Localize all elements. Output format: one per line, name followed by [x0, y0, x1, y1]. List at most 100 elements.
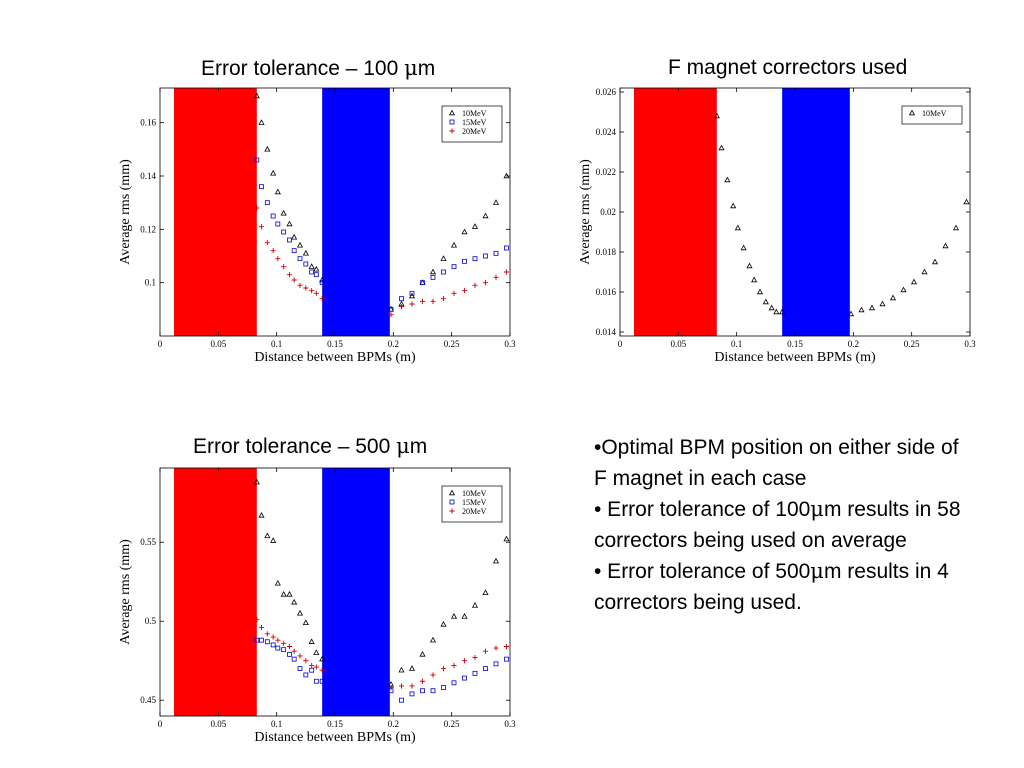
data-point-10MeV	[280, 590, 287, 597]
x-tick-label: 0.2	[388, 719, 399, 729]
data-point-10MeV	[471, 223, 479, 229]
data-point-15MeV	[483, 253, 488, 259]
data-point-15MeV	[287, 237, 292, 243]
data-point-10MeV	[768, 304, 775, 311]
data-point-20MeV	[313, 664, 319, 670]
y-tick-label: 0.55	[140, 537, 156, 547]
y-tick-label: 0.026	[596, 87, 617, 97]
data-point-15MeV	[420, 280, 425, 286]
data-point-15MeV	[430, 274, 436, 280]
data-point-10MeV	[751, 276, 758, 283]
x-tick-label: 0	[618, 339, 623, 349]
y-tick-label: 0.014	[596, 327, 617, 337]
data-point-10MeV	[398, 666, 405, 673]
legend-marker-15MeV	[449, 119, 455, 125]
data-point-10MeV	[258, 511, 265, 518]
data-point-20MeV	[258, 624, 265, 631]
data-point-15MeV	[472, 256, 478, 262]
data-point-10MeV	[450, 613, 458, 619]
data-point-20MeV	[398, 683, 405, 689]
red-band	[174, 468, 257, 716]
data-point-15MeV	[287, 651, 292, 657]
y-axis-label: Average rms (mm)	[118, 539, 133, 645]
data-point-10MeV	[773, 308, 780, 315]
data-point-20MeV	[482, 648, 489, 654]
data-point-10MeV	[910, 278, 918, 285]
data-point-20MeV	[297, 653, 303, 659]
x-tick-label: 0.25	[444, 719, 460, 729]
data-point-15MeV	[270, 213, 276, 219]
x-tick-label: 0.2	[848, 339, 859, 349]
legend-marker-10MeV	[448, 109, 456, 116]
data-point-15MeV	[441, 269, 446, 275]
data-point-10MeV	[264, 145, 271, 152]
data-point-20MeV	[440, 296, 447, 302]
y-tick-label: 0.14	[140, 171, 156, 181]
data-point-20MeV	[254, 205, 260, 211]
x-tick-label: 0.25	[444, 339, 460, 349]
data-point-15MeV	[462, 258, 467, 264]
data-point-10MeV	[286, 590, 293, 597]
x-tick-label: 0.15	[327, 719, 343, 729]
legend-label-10MeV: 10MeV	[462, 489, 487, 498]
data-point-10MeV	[429, 268, 437, 275]
y-tick-label: 0.1	[145, 278, 156, 288]
blue-band	[322, 468, 390, 716]
data-point-15MeV	[399, 697, 404, 703]
data-point-10MeV	[713, 112, 720, 119]
data-point-10MeV	[270, 537, 277, 543]
y-axis-label: Average rms (mm)	[578, 159, 593, 265]
data-point-15MeV	[254, 637, 260, 643]
data-point-10MeV	[724, 176, 731, 183]
data-point-10MeV	[286, 220, 293, 227]
data-point-10MeV	[253, 92, 260, 99]
data-point-10MeV	[308, 263, 315, 269]
data-point-20MeV	[451, 290, 457, 296]
data-point-15MeV	[319, 678, 325, 684]
x-tick-label: 0.25	[904, 339, 920, 349]
data-point-15MeV	[264, 639, 270, 645]
legend-label-15MeV: 15MeV	[462, 118, 487, 127]
data-point-10MeV	[313, 649, 320, 656]
data-point-20MeV	[254, 617, 260, 623]
data-point-20MeV	[388, 312, 394, 318]
y-tick-label: 0.016	[596, 287, 617, 297]
x-tick-label: 0.05	[210, 339, 226, 349]
data-point-20MeV	[281, 640, 287, 646]
data-point-10MeV	[952, 224, 960, 231]
x-tick-label: 0.1	[271, 339, 282, 349]
data-point-15MeV	[297, 256, 303, 262]
data-point-10MeV	[942, 242, 949, 249]
data-point-20MeV	[503, 269, 510, 275]
data-point-15MeV	[291, 248, 297, 254]
data-point-20MeV	[275, 637, 281, 643]
data-point-10MeV	[270, 169, 277, 176]
data-point-15MeV	[297, 666, 303, 672]
data-point-15MeV	[409, 691, 415, 697]
data-point-20MeV	[291, 648, 297, 654]
red-band	[174, 88, 257, 336]
data-point-10MeV	[302, 249, 309, 256]
data-point-10MeV	[308, 638, 315, 644]
y-tick-label: 0.018	[596, 247, 617, 257]
x-axis-label: Distance between BPMs (m)	[254, 350, 416, 365]
data-point-10MeV	[258, 119, 265, 125]
data-point-10MeV	[746, 262, 753, 269]
data-point-15MeV	[388, 306, 394, 312]
data-point-10MeV	[450, 241, 458, 248]
x-tick-label: 0.05	[670, 339, 686, 349]
conclusion-bullets: •Optimal BPM position on either side of …	[594, 432, 974, 618]
x-tick-label: 0.2	[388, 339, 399, 349]
data-point-20MeV	[409, 301, 415, 307]
data-point-10MeV	[296, 241, 304, 248]
x-tick-label: 0.1	[271, 719, 282, 729]
data-point-10MeV	[440, 620, 447, 627]
chart-error-500um: 0 0.05 0.1 0.15 0.2 0.25 0.3 0.45 0.5 0.55 Distanc…	[118, 467, 516, 745]
data-point-10MeV	[408, 665, 416, 671]
red-band	[634, 88, 717, 336]
data-point-20MeV	[303, 658, 309, 664]
data-point-10MeV	[492, 557, 500, 564]
bullet-500um: • Error tolerance of 500μm results in 4 …	[594, 559, 949, 614]
data-point-10MeV	[429, 636, 437, 643]
data-point-10MeV	[858, 306, 865, 313]
